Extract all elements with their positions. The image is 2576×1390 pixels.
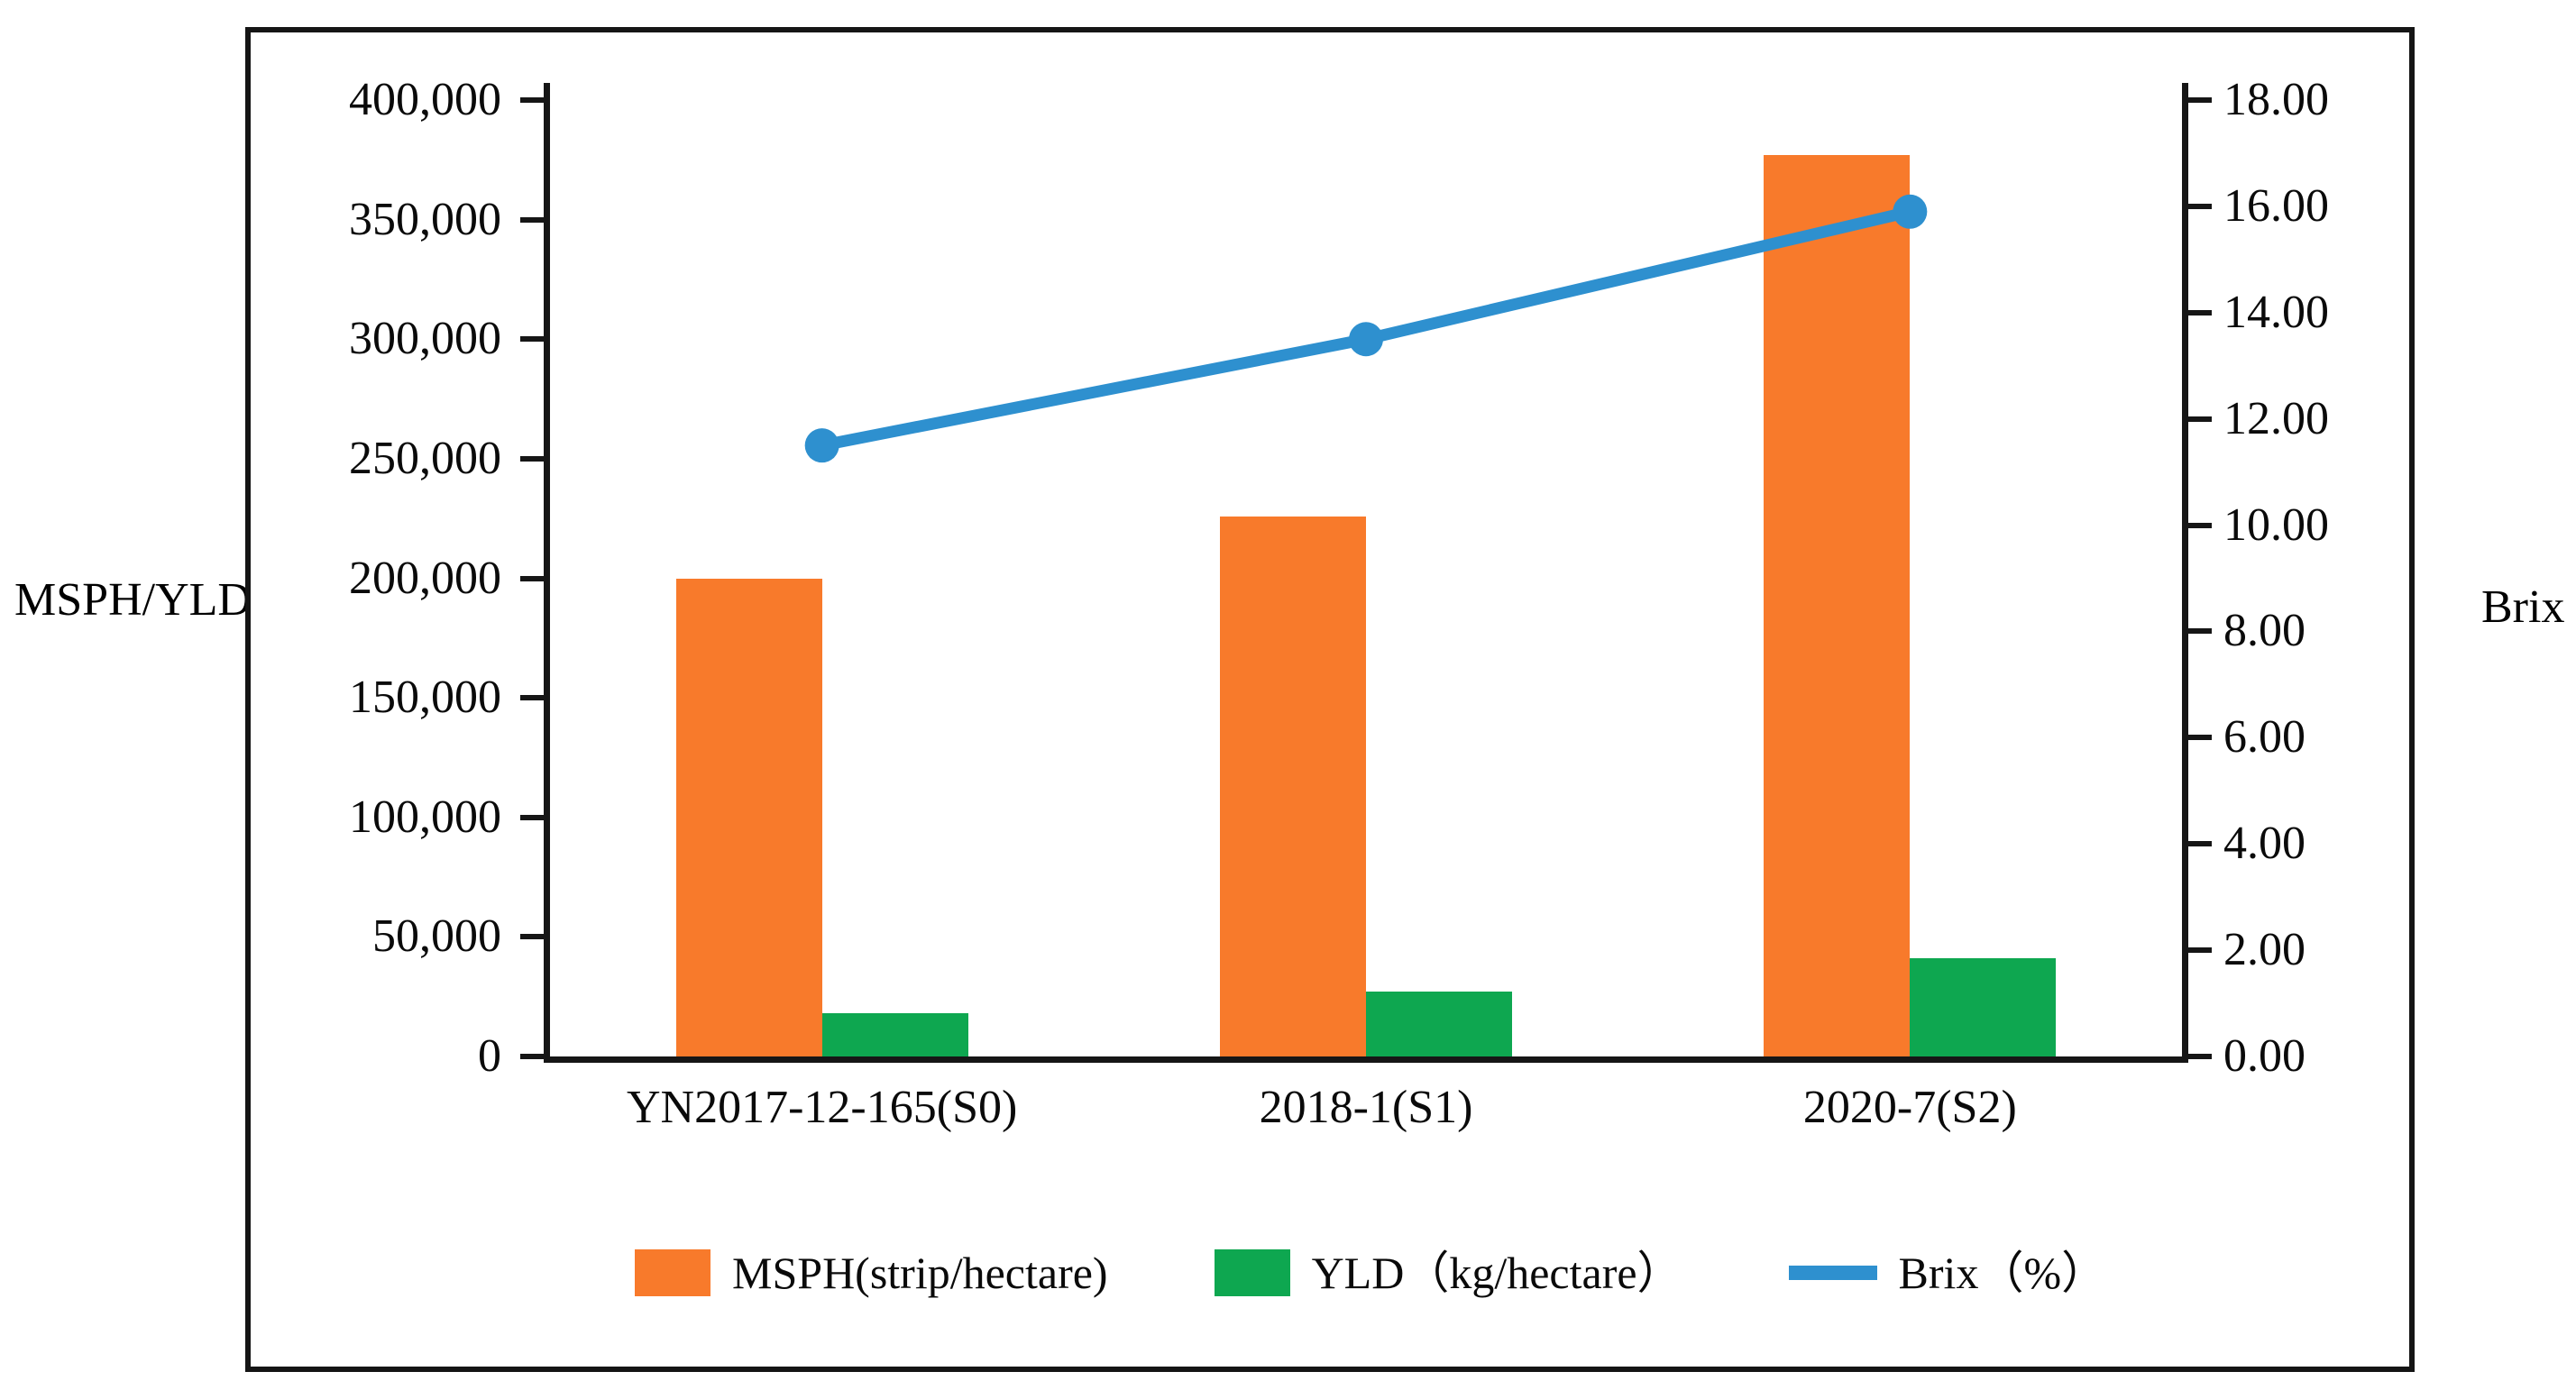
- left-axis-tick-label: 0: [478, 1030, 501, 1082]
- left-axis-tick: [520, 455, 544, 462]
- right-axis-tick: [2188, 1054, 2212, 1059]
- left-axis-tick-label: 150,000: [349, 672, 501, 724]
- left-axis-tick-label: 250,000: [349, 432, 501, 484]
- legend-label: YLD（kg/hectare）: [1311, 1248, 1682, 1298]
- left-axis-tick-label: 300,000: [349, 313, 501, 365]
- legend: MSPH(strip/hectare) YLD（kg/hectare） Brix（%…: [635, 1249, 2106, 1296]
- right-axis-tick-label: 10.00: [2223, 498, 2329, 551]
- left-axis-title: MSPH/YLD: [14, 574, 252, 626]
- legend-item-0: MSPH(strip/hectare): [635, 1249, 1108, 1296]
- bar-msph-2: [1764, 155, 1911, 1056]
- x-axis-line: [544, 1056, 2188, 1063]
- right-axis-tick: [2188, 416, 2212, 422]
- legend-square-swatch: [635, 1249, 710, 1296]
- bar-msph-0: [675, 578, 822, 1056]
- left-axis-tick: [520, 216, 544, 223]
- legend-label: MSPH(strip/hectare): [732, 1248, 1108, 1298]
- right-axis-tick-label: 8.00: [2223, 605, 2306, 657]
- x-axis-category-label: 2018-1(S1): [1259, 1082, 1473, 1133]
- bar-yld-0: [821, 1013, 968, 1056]
- left-axis-line: [544, 83, 550, 1063]
- right-axis-tick-label: 12.00: [2223, 392, 2329, 444]
- right-axis-tick: [2188, 628, 2212, 635]
- left-axis-tick: [520, 1054, 544, 1059]
- right-axis-tick-label: 4.00: [2223, 818, 2306, 870]
- right-axis-tick-label: 18.00: [2223, 74, 2329, 125]
- left-axis-tick: [520, 934, 544, 940]
- right-axis-tick-label: 2.00: [2223, 924, 2306, 976]
- right-axis-tick-label: 6.00: [2223, 711, 2306, 764]
- legend-label: Brix（%）: [1898, 1248, 2107, 1298]
- left-axis-tick-label: 200,000: [349, 552, 501, 604]
- right-axis-tick: [2188, 203, 2212, 209]
- left-axis-tick: [520, 336, 544, 343]
- bar-yld-1: [1366, 992, 1512, 1056]
- legend-line-swatch: [1788, 1266, 1877, 1280]
- bar-yld-2: [1910, 958, 2057, 1056]
- right-axis-line: [2182, 83, 2188, 1063]
- left-axis-tick-label: 100,000: [349, 791, 501, 843]
- bar-msph-1: [1220, 516, 1366, 1056]
- right-axis-tick: [2188, 97, 2212, 103]
- left-axis-tick-label: 400,000: [349, 74, 501, 125]
- x-axis-category-label: 2020-7(S2): [1802, 1082, 2017, 1133]
- left-axis-tick-label: 350,000: [349, 193, 501, 245]
- right-axis-tick: [2188, 309, 2212, 315]
- right-axis-tick: [2188, 947, 2212, 954]
- x-axis-category-label: YN2017-12-165(S0): [627, 1082, 1018, 1133]
- left-axis-tick: [520, 814, 544, 820]
- right-axis-tick-label: 14.00: [2223, 286, 2329, 338]
- legend-item-2: Brix（%）: [1788, 1248, 2107, 1298]
- right-axis-tick: [2188, 841, 2212, 847]
- left-axis-tick-label: 50,000: [372, 910, 501, 963]
- right-axis-tick-label: 0.00: [2223, 1030, 2306, 1082]
- right-axis-title: Brix: [2481, 581, 2565, 633]
- left-axis-tick: [520, 575, 544, 581]
- right-axis-tick-label: 16.00: [2223, 179, 2329, 232]
- left-axis-tick: [520, 97, 544, 103]
- right-axis-tick: [2188, 735, 2212, 741]
- legend-square-swatch: [1214, 1249, 1290, 1296]
- right-axis-tick: [2188, 522, 2212, 528]
- legend-item-1: YLD（kg/hectare）: [1214, 1248, 1682, 1298]
- left-axis-tick: [520, 695, 544, 701]
